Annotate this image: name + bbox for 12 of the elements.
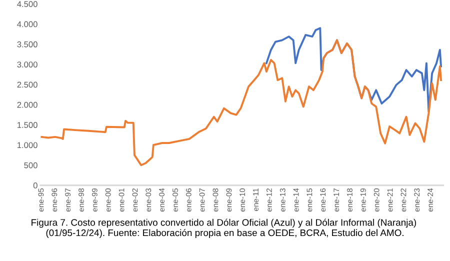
y-tick-label: 1.000 <box>18 142 38 148</box>
y-tick-label: 1.500 <box>18 122 38 128</box>
y-tick-label: 0 <box>33 182 38 188</box>
y-tick-label: 2.000 <box>17 102 38 108</box>
y-tick-label: 3.000 <box>17 62 38 68</box>
y-tick-label: 3.500 <box>17 41 38 48</box>
y-tick-label: 4.500 <box>17 1 38 8</box>
y-tick-label: 2.500 <box>17 82 38 88</box>
y-tick-label: 4.000 <box>17 21 38 28</box>
line-series <box>40 39 442 166</box>
text: Figura 7. Costo representativo convertido al Dólar Oficial (Azul) y al Dólar Informal (Naranja) (01/95-12/24). Fuente: Elaboración propia en base a OEDE, BCRA, Estudio del AMO. <box>32 218 416 238</box>
y-tick-label: 500 <box>24 162 38 168</box>
